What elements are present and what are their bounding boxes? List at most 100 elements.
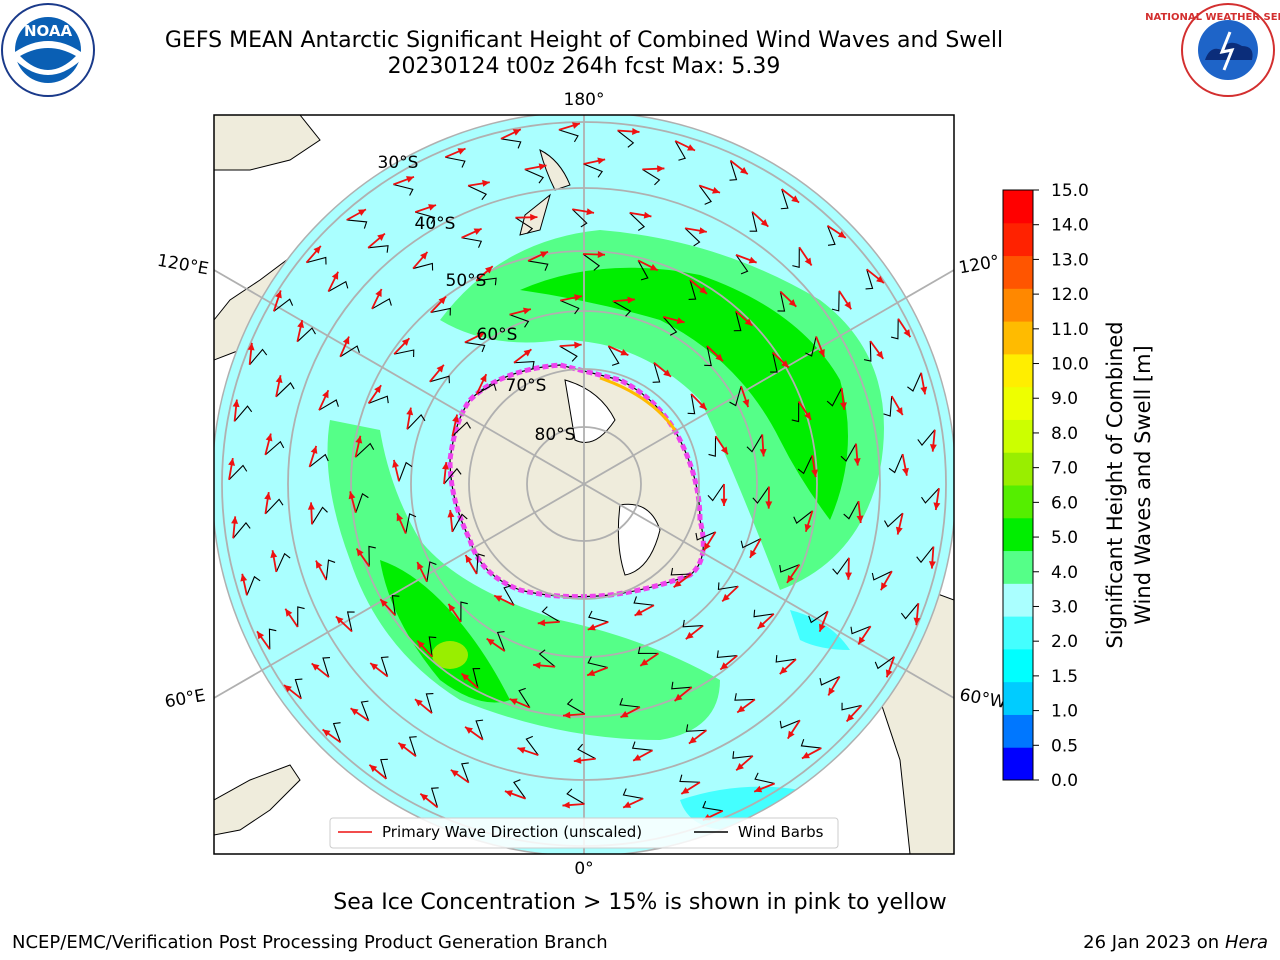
wind-barb xyxy=(443,467,462,485)
wind-barb xyxy=(622,788,644,800)
footer-date: 26 Jan 2023 on Hera xyxy=(1083,932,1268,953)
wave-arrow-head xyxy=(597,157,606,165)
wave-arrow-head xyxy=(322,390,329,399)
wave-arrow-head xyxy=(322,729,331,737)
wave-arrow-head xyxy=(801,751,810,759)
wind-barb xyxy=(273,298,294,312)
land-new-zealand-north xyxy=(539,149,571,191)
wind-barb xyxy=(780,188,789,210)
wave-arrow-head xyxy=(275,375,283,384)
colorbar-bin xyxy=(1003,386,1033,420)
wind-barb xyxy=(476,277,497,286)
wind-barb xyxy=(746,434,763,453)
wave-arrow-head xyxy=(538,163,547,171)
wind-barb xyxy=(631,741,653,751)
land-madagascar xyxy=(214,764,301,836)
wave-arrow-head xyxy=(737,705,746,713)
wave-arrow-head xyxy=(804,257,812,266)
wind-barb xyxy=(819,676,840,686)
colorbar-ticks: 0.0 0.5 1.0 1.5 2.0 3.0 4.0 5.0 6.0 7.0 8.0 9.0 10.0… xyxy=(1033,181,1089,791)
wave-arrow-head xyxy=(228,458,236,466)
wind-barb xyxy=(779,564,800,573)
chart-subtitle: 20230124 t00z 264h fcst Max: 5.39 xyxy=(387,54,781,79)
wind-barb xyxy=(729,160,738,181)
wave-arrow-head xyxy=(674,693,683,701)
colorbar-bin xyxy=(1003,583,1033,617)
wave-arrow-head xyxy=(285,608,293,617)
colorbar-bin xyxy=(1003,190,1033,224)
wave-arrow-head xyxy=(375,289,382,298)
wave-arrow-head xyxy=(632,128,640,135)
wind-barb xyxy=(464,341,486,353)
wave-arrow-head xyxy=(828,687,835,696)
wind-barb xyxy=(275,552,291,573)
wind-barb xyxy=(883,396,893,417)
wind-barb xyxy=(582,253,601,271)
sea-ice-high xyxy=(599,376,677,431)
wind-barb xyxy=(560,300,580,315)
wave-arrow-head xyxy=(640,658,649,666)
wave-arrow-head xyxy=(885,669,893,678)
wave-arrow-head xyxy=(760,219,769,227)
lon-label-180: 180° xyxy=(564,90,605,110)
wave-arrow-head xyxy=(928,561,936,569)
wave-arrow-head xyxy=(380,599,388,607)
wave-arrow-head xyxy=(929,444,937,452)
wind-barb xyxy=(708,436,717,457)
lat-label-60s: 60°S xyxy=(477,325,518,345)
wave-arrow-head xyxy=(895,526,903,535)
colorbar-tick-label: 0.0 xyxy=(1051,771,1078,791)
colorbar-bin xyxy=(1003,353,1033,388)
wind-barb xyxy=(865,269,874,290)
footer-machine: Hera xyxy=(1224,932,1268,953)
wave-arrow-head xyxy=(417,561,424,570)
footer-credit: NCEP/EMC/Verification Post Processing Pr… xyxy=(12,932,608,953)
wind-barb xyxy=(538,649,556,668)
wave-arrow-head xyxy=(699,402,707,410)
wave-arrow-head xyxy=(473,228,482,235)
wave-arrow-head xyxy=(920,386,928,395)
wind-barb xyxy=(843,500,859,520)
wind-barb xyxy=(735,254,749,275)
lon-label-120w: 120° xyxy=(957,252,1001,279)
wave-arrow-head xyxy=(811,469,818,478)
wind-barb xyxy=(770,352,778,373)
wave-arrow-head xyxy=(450,769,459,777)
wave-arrow-head xyxy=(355,435,363,444)
wind-barb xyxy=(228,464,248,481)
wave-arrow-head xyxy=(876,350,884,359)
wind-barb xyxy=(793,510,813,524)
wind-barb xyxy=(629,212,646,231)
wind-barb xyxy=(311,506,328,525)
wave-arrow-head xyxy=(902,467,909,476)
wind-barb xyxy=(405,513,417,534)
wave-arrow-head xyxy=(754,785,763,793)
wave-arrow-head xyxy=(452,414,459,423)
wind-barb xyxy=(232,522,251,539)
wave-arrow-head xyxy=(257,631,265,640)
colorbar-frame xyxy=(1002,189,1034,781)
wind-barb xyxy=(398,461,413,482)
wind-barb xyxy=(752,486,770,504)
wind-barb xyxy=(642,168,661,186)
wave-arrow-head xyxy=(482,179,490,187)
wave-arrow-head xyxy=(643,211,652,219)
wind-barb xyxy=(309,453,329,468)
field-atlantic-4m xyxy=(380,560,510,703)
wind-barb xyxy=(306,256,327,265)
wave-arrow-head xyxy=(509,698,518,705)
wave-arrow-head xyxy=(396,513,404,522)
wave-arrow-head xyxy=(428,204,437,211)
wave-arrow-head xyxy=(759,448,767,457)
wind-barb xyxy=(246,575,261,596)
wind-barb xyxy=(430,787,439,808)
wave-arrow-head xyxy=(563,711,571,719)
wave-arrow-head xyxy=(896,407,903,416)
wave-arrow-head xyxy=(307,502,315,510)
wind-barb xyxy=(732,751,753,759)
wind-barb xyxy=(513,779,527,799)
wind-barb xyxy=(704,345,712,367)
colorbar-tick-label: 1.5 xyxy=(1051,667,1078,687)
wind-barb xyxy=(249,348,268,366)
wave-arrow-head xyxy=(876,275,884,284)
